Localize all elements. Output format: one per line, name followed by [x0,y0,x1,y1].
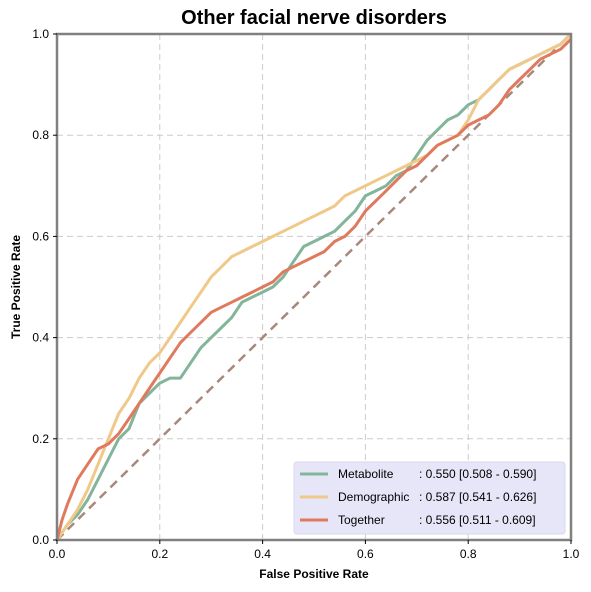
x-tick-label: 0.6 [357,547,374,561]
series-line-demographic [55,32,573,541]
y-tick-label: 0.8 [32,128,49,142]
ticks: 0.0 0.2 0.4 0.6 0.8 1.0 0.0 0.2 0.4 0.6 0.8 1.0 [32,27,579,561]
y-tick-label: 0.4 [32,331,49,345]
x-tick-label: 0.2 [151,547,168,561]
series-layer [55,32,573,541]
x-tick-label: 0.4 [254,547,271,561]
chart-title: Other facial nerve disorders [181,7,447,29]
legend-box [293,461,566,535]
x-axis-label: False Positive Rate [259,567,369,581]
legend-series-score: : 0.556 [0.511 - 0.609] [419,513,536,527]
y-tick-label: 0.6 [32,229,49,243]
y-tick-label: 1.0 [32,27,49,41]
y-axis-label: True Positive Rate [9,235,23,339]
legend-series-name: Metabolite [338,467,394,481]
legend: Metabolite : 0.550 [0.508 - 0.590] Demogra… [293,461,566,535]
legend-series-score: : 0.550 [0.508 - 0.590] [419,467,536,481]
legend-series-name: Demographic [338,490,409,504]
y-tick-label: 0.0 [32,533,49,547]
x-tick-label: 1.0 [563,547,580,561]
plot-frame [55,32,573,542]
x-tick-label: 0.0 [49,547,66,561]
x-tick-label: 0.8 [460,547,477,561]
legend-series-name: Together [338,513,385,527]
series-line-together [55,38,573,541]
legend-series-score: : 0.587 [0.541 - 0.626] [419,490,536,504]
y-tick-label: 0.2 [32,432,49,446]
